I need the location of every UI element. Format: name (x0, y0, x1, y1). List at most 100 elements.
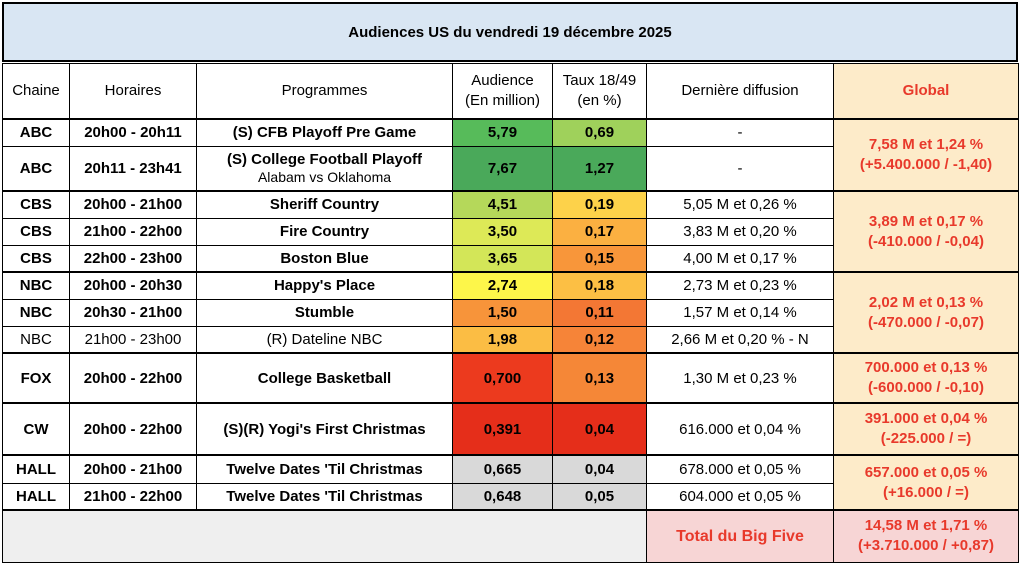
table-row: NBC 21h00 - 23h00 (R) Dateline NBC 1,98 … (2, 325, 1019, 354)
programme-cell: Boston Blue (196, 244, 453, 273)
page-title: Audiences US du vendredi 19 décembre 202… (2, 2, 1018, 62)
audience-cell: 0,700 (452, 352, 553, 404)
total-l2: (+3.710.000 / +0,87) (858, 537, 994, 555)
taux-cell: 0,12 (552, 325, 647, 354)
horaires-cell: 22h00 - 23h00 (69, 244, 197, 273)
table-row: CBS 20h00 - 21h00 Sheriff Country 4,51 0… (2, 190, 1019, 273)
derniere-cell: 1,57 M et 0,14 % (646, 298, 834, 327)
programme-cell: (R) Dateline NBC (196, 325, 453, 354)
programme-cell: (S)(R) Yogi's First Christmas (196, 402, 453, 456)
horaires-cell: 20h00 - 20h30 (69, 271, 197, 300)
global-nbc-l2: (-470.000 / -0,07) (868, 313, 984, 331)
table-row: NBC 20h00 - 20h30 Happy's Place 2,74 0,1… (2, 271, 1019, 354)
audience-cell: 2,74 (452, 271, 553, 300)
table-row: CW 20h00 - 22h00 (S)(R) Yogi's First Chr… (2, 402, 1019, 456)
taux-cell: 0,15 (552, 244, 647, 273)
derniere-cell: 616.000 et 0,04 % (646, 402, 834, 456)
chaine-cell: HALL (2, 482, 70, 511)
chaine-cell: HALL (2, 454, 70, 484)
programme-cell: Fire Country (196, 217, 453, 246)
total-empty-area (2, 509, 647, 563)
taux-cell: 0,05 (552, 482, 647, 511)
horaires-cell: 20h00 - 21h00 (69, 454, 197, 484)
programme-cell: Sheriff Country (196, 190, 453, 219)
taux-cell: 0,04 (552, 402, 647, 456)
global-cbs-l1: 3,89 M et 0,17 % (868, 212, 984, 230)
programme-cell: Happy's Place (196, 271, 453, 300)
header-audience-l2: (En million) (464, 92, 540, 109)
header-audience: Audience (En million) (452, 63, 553, 120)
global-abc-l1: 7,58 M et 1,24 % (868, 136, 984, 153)
global-nbc: 2,02 M et 0,13 % (-470.000 / -0,07) (833, 271, 1019, 354)
global-abc: 7,58 M et 1,24 % (+5.400.000 / -1,40) (833, 118, 1019, 192)
audience-cell: 5,79 (452, 118, 553, 147)
audience-cell: 0,391 (452, 402, 553, 456)
global-abc-l2: (+5.400.000 / -1,40) (859, 156, 993, 173)
header-global: Global (833, 63, 1019, 120)
global-cw-l1: 391.000 et 0,04 % (864, 410, 988, 427)
programme-title: (S) College Football Playoff (226, 151, 422, 169)
audience-cell: 3,50 (452, 217, 553, 246)
horaires-cell: 21h00 - 22h00 (69, 217, 197, 246)
taux-cell: 0,17 (552, 217, 647, 246)
derniere-cell: - (646, 145, 834, 192)
global-fox: 700.000 et 0,13 % (-600.000 / -0,10) (833, 352, 1019, 404)
horaires-cell: 20h30 - 21h00 (69, 298, 197, 327)
global-hall-l2: (+16.000 / =) (883, 483, 969, 501)
header-audience-l1: Audience (471, 72, 534, 89)
programme-cell: (S) CFB Playoff Pre Game (196, 118, 453, 147)
derniere-cell: 604.000 et 0,05 % (646, 482, 834, 511)
audience-cell: 1,98 (452, 325, 553, 354)
chaine-cell: CBS (2, 217, 70, 246)
horaires-cell: 20h11 - 23h41 (69, 145, 197, 192)
taux-cell: 0,18 (552, 271, 647, 300)
header-row: Chaine Horaires Programmes Audience (En … (2, 63, 1019, 120)
global-nbc-l1: 2,02 M et 0,13 % (868, 293, 984, 311)
table-row: CBS 21h00 - 22h00 Fire Country 3,50 0,17… (2, 217, 1019, 246)
derniere-cell: 5,05 M et 0,26 % (646, 190, 834, 219)
taux-cell: 0,11 (552, 298, 647, 327)
header-taux: Taux 18/49 (en %) (552, 63, 647, 120)
audience-cell: 3,65 (452, 244, 553, 273)
audience-cell: 7,67 (452, 145, 553, 192)
taux-cell: 1,27 (552, 145, 647, 192)
horaires-cell: 21h00 - 23h00 (69, 325, 197, 354)
chaine-cell: FOX (2, 352, 70, 404)
programme-cell: College Basketball (196, 352, 453, 404)
global-cbs-l2: (-410.000 / -0,04) (868, 232, 984, 250)
audience-table: Chaine Horaires Programmes Audience (En … (2, 63, 1019, 563)
derniere-cell: 2,66 M et 0,20 % - N (646, 325, 834, 354)
header-derniere: Dernière diffusion (646, 63, 834, 120)
table-row: HALL 20h00 - 21h00 Twelve Dates 'Til Chr… (2, 454, 1019, 511)
header-taux-l1: Taux 18/49 (562, 72, 637, 89)
taux-cell: 0,13 (552, 352, 647, 404)
table-row: ABC 20h00 - 20h11 (S) CFB Playoff Pre Ga… (2, 118, 1019, 192)
chaine-cell: NBC (2, 298, 70, 327)
chaine-cell: CBS (2, 190, 70, 219)
header-horaires: Horaires (69, 63, 197, 120)
total-l1: 14,58 M et 1,71 % (864, 517, 988, 535)
programme-cell: Twelve Dates 'Til Christmas (196, 482, 453, 511)
derniere-cell: - (646, 118, 834, 147)
horaires-cell: 21h00 - 22h00 (69, 482, 197, 511)
audience-cell: 0,648 (452, 482, 553, 511)
total-values: 14,58 M et 1,71 % (+3.710.000 / +0,87) (833, 509, 1019, 563)
chaine-cell: NBC (2, 271, 70, 300)
programme-cell: (S) College Football Playoff Alabam vs O… (196, 145, 453, 192)
global-hall: 657.000 et 0,05 % (+16.000 / =) (833, 454, 1019, 511)
horaires-cell: 20h00 - 21h00 (69, 190, 197, 219)
audience-cell: 1,50 (452, 298, 553, 327)
global-fox-l2: (-600.000 / -0,10) (868, 379, 984, 396)
programme-cell: Twelve Dates 'Til Christmas (196, 454, 453, 484)
global-cbs: 3,89 M et 0,17 % (-410.000 / -0,04) (833, 190, 1019, 273)
header-taux-l2: (en %) (577, 92, 622, 109)
header-programmes: Programmes (196, 63, 453, 120)
chaine-cell: ABC (2, 118, 70, 147)
total-label: Total du Big Five (646, 509, 834, 563)
table-row: HALL 21h00 - 22h00 Twelve Dates 'Til Chr… (2, 482, 1019, 511)
taux-cell: 0,04 (552, 454, 647, 484)
chaine-cell: CW (2, 402, 70, 456)
horaires-cell: 20h00 - 22h00 (69, 352, 197, 404)
derniere-cell: 3,83 M et 0,20 % (646, 217, 834, 246)
derniere-cell: 2,73 M et 0,23 % (646, 271, 834, 300)
